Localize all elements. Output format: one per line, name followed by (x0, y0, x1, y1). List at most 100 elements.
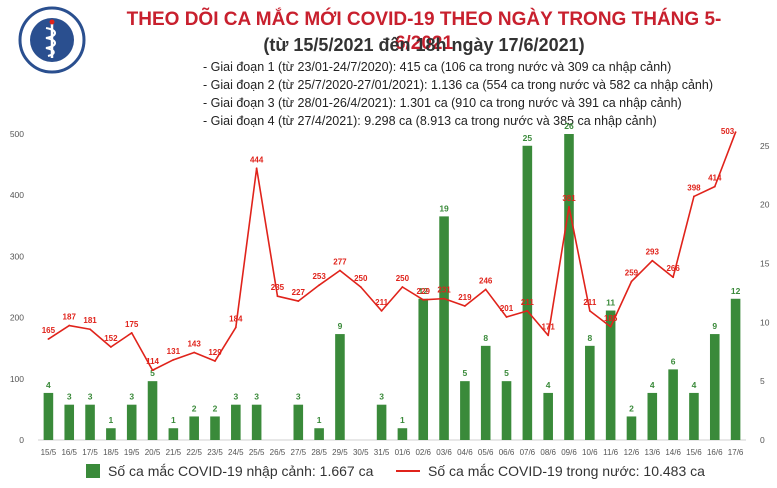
imported-cases-bar-label: 2 (213, 403, 218, 413)
domestic-cases-point (380, 309, 383, 312)
domestic-cases-point-label: 266 (666, 264, 680, 273)
imported-cases-bar-label: 9 (712, 321, 717, 331)
right-axis-tick-label: 5 (760, 376, 765, 386)
domestic-cases-point-label: 219 (458, 293, 472, 302)
imported-cases-bar-label: 5 (150, 368, 155, 378)
legend-label-imported: Số ca mắc COVID-19 nhập cảnh: 1.667 ca (108, 463, 374, 479)
phase-1-summary: Giai đoạn 1 (từ 23/01-24/7/2020): 415 ca… (203, 58, 713, 76)
imported-cases-bar (106, 428, 116, 440)
right-axis-tick-label: 20 (760, 200, 770, 210)
x-axis-tick-label: 08/6 (540, 448, 556, 457)
legend-swatch-bar (86, 464, 100, 478)
right-axis-tick-label: 25 (760, 141, 770, 151)
domestic-cases-point (588, 309, 591, 312)
imported-cases-bar (418, 298, 429, 440)
legend-item-imported: Số ca mắc COVID-19 nhập cảnh: 1.667 ca (86, 463, 373, 479)
imported-cases-bar-label: 19 (439, 203, 449, 213)
domestic-cases-point-label: 143 (187, 339, 201, 348)
x-axis-tick-label: 12/6 (624, 448, 640, 457)
chart-title: THEO DÕI CA MẮC MỚI COVID-19 THEO NGÀY T… (126, 9, 722, 54)
domestic-cases-point-label: 503 (721, 127, 735, 136)
domestic-cases-point (505, 316, 508, 318)
imported-cases-bar (480, 345, 491, 440)
legend-swatch-line (396, 470, 420, 472)
legend-item-domestic: Số ca mắc COVID-19 trong nước: 10.483 ca (396, 463, 705, 479)
domestic-cases-point (68, 324, 71, 327)
imported-cases-bar-label: 1 (400, 415, 405, 425)
x-axis-tick-label: 16/6 (707, 448, 723, 457)
domestic-cases-point (89, 328, 91, 331)
imported-cases-bar-label: 1 (317, 415, 322, 425)
imported-cases-bar-label: 11 (606, 298, 615, 308)
domestic-cases-point-label: 152 (104, 334, 118, 343)
x-axis-tick-label: 19/5 (124, 448, 140, 457)
imported-cases-bar (605, 310, 616, 440)
x-axis-tick-label: 10/6 (582, 448, 598, 457)
imported-cases-bar-label: 3 (129, 392, 134, 402)
imported-cases-bar-label: 1 (171, 415, 176, 425)
domestic-cases-point (172, 358, 175, 361)
imported-cases-bar-label: 26 (564, 121, 574, 131)
domestic-cases-point-label: 444 (250, 155, 264, 164)
domestic-cases-point (130, 332, 133, 334)
legend-label-domestic: Số ca mắc COVID-19 trong nước: 10.483 ca (428, 463, 705, 479)
domestic-cases-line (47, 131, 737, 372)
x-axis-tick-label: 03/6 (436, 448, 452, 457)
domestic-cases-point (214, 360, 216, 362)
imported-cases-bar (231, 404, 241, 440)
domestic-cases-point (672, 276, 675, 279)
x-axis-tick-label: 25/5 (249, 448, 265, 457)
domestic-cases-point (318, 284, 321, 287)
domestic-cases-point-label: 227 (292, 288, 306, 297)
imported-cases-bar-label: 25 (523, 133, 533, 143)
imported-cases-bar-label: 12 (731, 286, 741, 296)
imported-cases-bar-label: 3 (296, 392, 301, 402)
imported-cases-bar-label: 3 (233, 392, 238, 402)
domestic-cases-point-label: 277 (333, 257, 347, 266)
imported-cases-bar (730, 298, 741, 440)
x-axis-tick-label: 17/5 (82, 448, 98, 457)
x-axis-tick-label: 13/6 (645, 448, 661, 457)
imported-cases-bar-label: 9 (338, 321, 343, 331)
right-y-axis: 0 5 10 15 20 25 (760, 141, 770, 445)
domestic-cases-point (422, 298, 425, 301)
x-axis-tick-label: 16/5 (61, 448, 77, 457)
domestic-cases-point (234, 326, 237, 329)
domestic-cases-point (339, 269, 341, 272)
domestic-cases-point-label: 398 (687, 183, 701, 192)
domestic-cases-point (463, 305, 466, 307)
domestic-cases-point (47, 338, 50, 340)
imported-cases-bar-label: 5 (504, 368, 509, 378)
left-axis-tick-label: 300 (10, 251, 24, 261)
imported-cases-bar (85, 404, 95, 440)
imported-cases-bar-label: 1 (109, 415, 114, 425)
x-axis-tick-label: 24/5 (228, 448, 244, 457)
imported-cases-bar (64, 404, 75, 440)
right-axis-tick-label: 10 (760, 317, 770, 327)
chart-subtitle: (từ 15/5/2021 đến 18h ngày 17/6/2021) (263, 35, 585, 55)
left-axis-tick-label: 400 (10, 190, 24, 200)
imported-cases-bar (251, 404, 262, 440)
imported-cases-bar (543, 392, 553, 440)
x-axis-labels: 15/5 16/5 17/5 18/5 19/5 20/5 21/5 22/5 23/5 24/5… (41, 448, 744, 457)
imported-cases-bar (376, 404, 387, 440)
x-axis-tick-label: 26/5 (270, 448, 286, 457)
domestic-cases-point (255, 167, 258, 170)
domestic-cases-point-label: 211 (375, 298, 388, 307)
domestic-cases-point (109, 346, 112, 348)
imported-cases-bar-label: 6 (671, 356, 676, 366)
x-axis-tick-label: 31/5 (374, 448, 390, 457)
domestic-cases-point (651, 259, 654, 262)
x-axis-tick-label: 18/5 (103, 448, 119, 457)
domestic-cases-point-label: 185 (604, 314, 618, 323)
domestic-cases-point-label: 259 (625, 268, 639, 277)
domestic-cases-point (734, 131, 737, 134)
domestic-cases-point (401, 286, 404, 288)
x-axis-tick-label: 09/6 (561, 448, 577, 457)
x-axis-tick-label: 05/6 (478, 448, 494, 457)
imported-cases-bar (626, 416, 637, 440)
imported-cases-bar (709, 334, 720, 440)
x-axis-tick-label: 14/6 (665, 448, 681, 457)
